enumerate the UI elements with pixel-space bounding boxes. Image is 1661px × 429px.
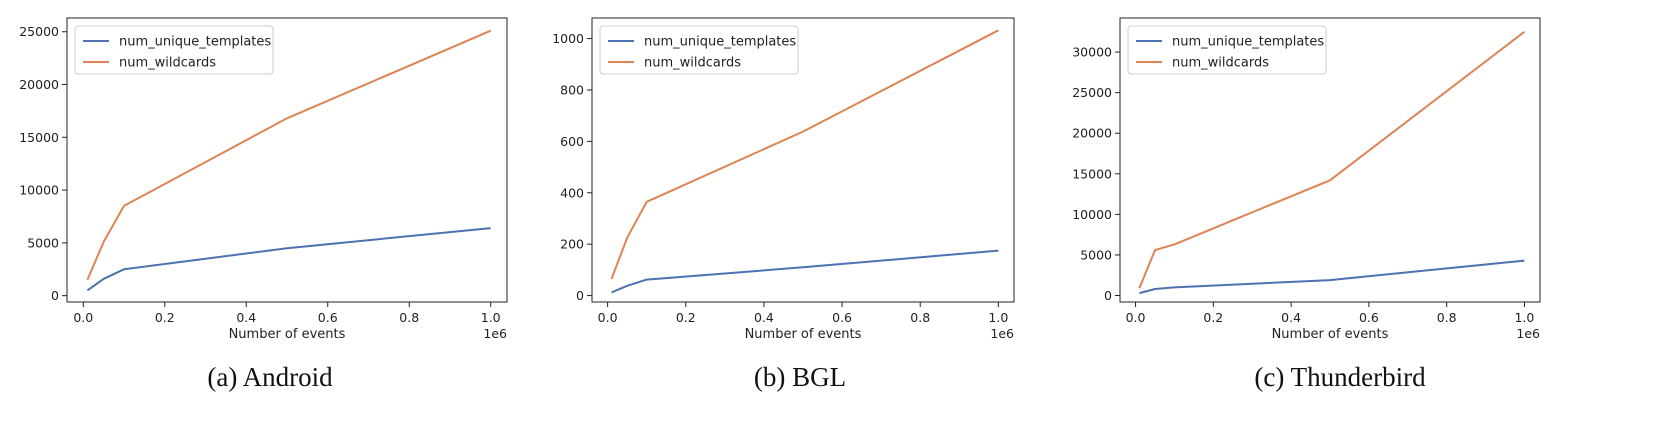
x-tick-label: 1.0 <box>481 310 501 325</box>
x-tick-label: 0.2 <box>155 310 175 325</box>
chart-panel-bgl: 0.0 0.2 0.4 0.6 0.8 1.0 0 200 400 600 800 1000 Numbe… <box>530 0 1070 429</box>
y-tick-label: 20000 <box>1072 126 1112 141</box>
series-line-num-unique-templates <box>611 249 999 294</box>
y-tick-label: 5000 <box>1080 247 1112 262</box>
x-tick-label: 0.8 <box>1437 310 1457 325</box>
line-chart-bgl: 0.0 0.2 0.4 0.6 0.8 1.0 0 200 400 600 800 1000 Numbe… <box>552 17 1015 342</box>
series-line-num-unique-templates <box>1139 259 1525 295</box>
x-tick-label: 0.8 <box>910 310 930 325</box>
chart-panel-thunderbird: 0.0 0.2 0.4 0.6 0.8 1.0 0 5000 10000 15000 20000 25… <box>1070 0 1610 429</box>
y-tick-label: 400 <box>560 185 584 200</box>
legend-label: num_wildcards <box>1172 56 1269 71</box>
y-tick-label: 1000 <box>552 31 584 46</box>
x-tick-label: 0.4 <box>1281 310 1301 325</box>
y-tick-label: 600 <box>560 134 584 149</box>
x-axis-label: Number of events <box>745 327 862 342</box>
chart-caption: (c) Thunderbird <box>1254 362 1426 392</box>
y-tick-label: 0 <box>51 288 59 303</box>
x-tick-label: 0.2 <box>676 310 696 325</box>
series-line-num-wildcards <box>86 29 492 281</box>
x-tick-label: 0.0 <box>598 310 618 325</box>
legend-box <box>74 25 274 75</box>
legend-box <box>1127 25 1327 75</box>
legend-label: num_wildcards <box>119 56 216 71</box>
y-tick-label: 25000 <box>19 24 59 39</box>
y-tick-label: 10000 <box>1072 207 1112 222</box>
x-axis-offset-label: 1e6 <box>1516 326 1540 341</box>
x-tick-label: 0.2 <box>1203 310 1223 325</box>
x-axis-label: Number of events <box>229 327 346 342</box>
y-tick-label: 800 <box>560 82 584 97</box>
x-tick-label: 0.6 <box>832 310 852 325</box>
y-tick-label: 20000 <box>19 77 59 92</box>
x-axis-label: Number of events <box>1272 327 1389 342</box>
chart-caption: (a) Android <box>207 362 333 392</box>
plot-area-frame <box>1119 17 1541 303</box>
x-tick-label: 0.8 <box>399 310 419 325</box>
x-tick-label: 1.0 <box>1514 310 1534 325</box>
y-tick-label: 25000 <box>1072 85 1112 100</box>
y-tick-label: 5000 <box>27 235 59 250</box>
series-line-num-unique-templates <box>86 227 491 292</box>
x-tick-label: 0.0 <box>73 310 93 325</box>
y-tick-label: 15000 <box>1072 166 1112 181</box>
plot-area-frame <box>66 17 508 303</box>
chart-caption: (b) BGL <box>753 362 847 392</box>
y-tick-label: 0 <box>576 288 584 303</box>
x-tick-label: 1.0 <box>988 310 1008 325</box>
line-chart-thunderbird: 0.0 0.2 0.4 0.6 0.8 1.0 0 5000 10000 15000 20000 25… <box>1072 17 1541 342</box>
y-tick-label: 0 <box>1104 288 1112 303</box>
series-line-num-wildcards <box>610 29 999 280</box>
x-tick-label: 0.4 <box>236 310 256 325</box>
x-tick-label: 0.6 <box>318 310 338 325</box>
legend-label: num_unique_templates <box>644 35 796 50</box>
x-tick-label: 0.6 <box>1359 310 1379 325</box>
y-tick-label: 10000 <box>19 183 59 198</box>
y-tick-label: 30000 <box>1072 45 1112 60</box>
chart-panel-android: 0.0 0.2 0.4 0.6 0.8 1.0 0 5000 10000 15000 20000 25… <box>0 0 540 429</box>
x-axis-offset-label: 1e6 <box>483 326 507 341</box>
legend-box <box>599 25 799 75</box>
plot-area-frame <box>591 17 1015 303</box>
series-line-num-wildcards <box>1138 31 1526 289</box>
legend-label: num_wildcards <box>644 56 741 71</box>
line-chart-android: 0.0 0.2 0.4 0.6 0.8 1.0 0 5000 10000 15000 20000 25… <box>19 17 508 342</box>
x-tick-label: 0.0 <box>1126 310 1146 325</box>
y-tick-label: 200 <box>560 237 584 252</box>
legend-label: num_unique_templates <box>1172 35 1324 50</box>
x-axis-offset-label: 1e6 <box>990 326 1014 341</box>
x-tick-label: 0.4 <box>754 310 774 325</box>
legend-label: num_unique_templates <box>119 35 271 50</box>
y-tick-label: 15000 <box>19 130 59 145</box>
